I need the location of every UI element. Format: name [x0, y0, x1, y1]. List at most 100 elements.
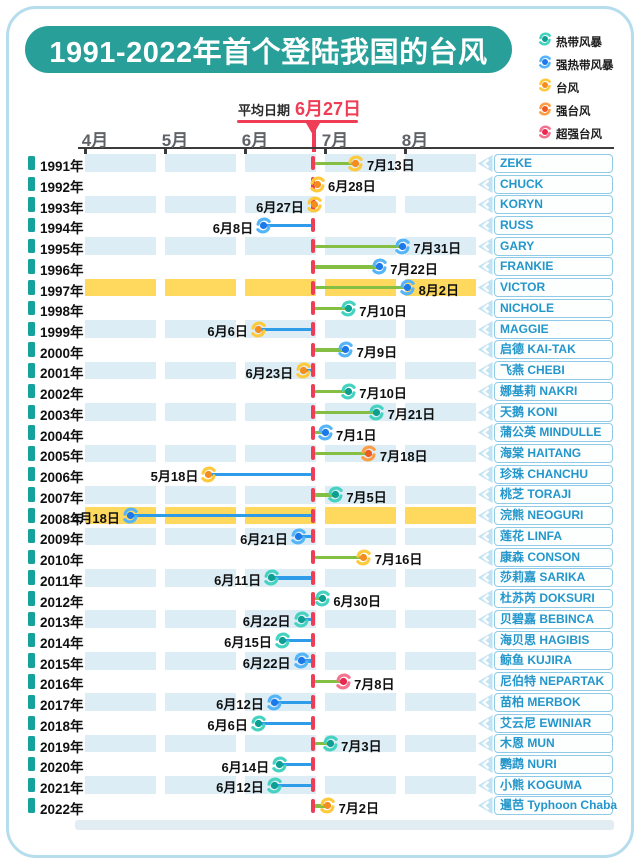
typhoon-name: 浣熊 NEOGURI	[494, 506, 613, 526]
connector-line	[314, 804, 328, 808]
landfall-date-label: 6月14日	[221, 759, 270, 775]
connector-line	[314, 742, 331, 746]
month-stripe	[325, 734, 396, 753]
average-line-tick	[310, 715, 315, 730]
typhoon-name-badge: NICHOLE	[477, 298, 613, 318]
connector-line	[314, 286, 408, 290]
month-stripe	[85, 568, 156, 587]
typhoon-category-icon	[538, 102, 552, 121]
typhoon-name-badge: 莎莉嘉 SARIKA	[477, 568, 613, 588]
year-bullet	[28, 756, 35, 772]
month-stripe	[405, 444, 476, 463]
year-bullet	[28, 321, 35, 337]
year-label: 2019年	[40, 739, 84, 755]
average-line-tick	[310, 425, 315, 440]
month-label: 7月	[321, 131, 349, 150]
year-label: 2003年	[40, 407, 84, 423]
chevron-left-icon	[477, 175, 493, 193]
typhoon-name: 尼伯特 NEPARTAK	[494, 672, 613, 692]
year-row: 2011年 6月11日 莎莉嘉 SARIKA	[0, 567, 640, 589]
connector-line	[298, 534, 315, 539]
average-line-tick	[310, 218, 315, 233]
typhoon-name-badge: 康森 CONSON	[477, 547, 613, 567]
landfall-date-label: 6月23日	[245, 365, 294, 381]
year-label: 2014年	[40, 635, 84, 651]
connector-line	[314, 493, 336, 497]
typhoon-icon	[266, 694, 283, 711]
chevron-left-icon	[477, 424, 493, 442]
landfall-date-label: 7月2日	[338, 801, 380, 817]
average-line-tick	[310, 156, 315, 171]
month-stripe	[325, 361, 396, 380]
month-stripe	[325, 486, 396, 504]
year-label: 2007年	[40, 490, 84, 506]
chevron-left-icon	[477, 196, 493, 214]
year-bullet	[28, 238, 35, 254]
year-label: 2016年	[40, 677, 84, 693]
typhoon-name: 小熊 KOGUMA	[494, 775, 613, 795]
year-label: 2021年	[40, 781, 84, 797]
landfall-date-label: 6月30日	[333, 593, 382, 609]
year-bullet	[28, 736, 35, 751]
year-label: 2009年	[40, 532, 84, 548]
landfall-date-label: 6月22日	[242, 614, 291, 630]
average-line-tick	[310, 404, 315, 419]
connector-line	[314, 265, 380, 269]
typhoon-icon	[122, 507, 139, 524]
typhoon-name-badge: GARY	[477, 236, 613, 256]
year-row: 1994年 6月8日 RUSS	[0, 215, 640, 236]
month-stripe	[85, 195, 156, 214]
chevron-left-icon	[477, 299, 493, 317]
chevron-left-icon	[477, 590, 493, 608]
month-stripe	[165, 195, 236, 214]
connector-line	[279, 762, 315, 767]
year-bullet	[28, 487, 35, 502]
typhoon-name: 蒲公英 MINDULLE	[494, 423, 613, 443]
month-stripe	[325, 651, 396, 670]
average-line-tick	[310, 301, 315, 316]
average-line-tick	[310, 674, 315, 689]
connector-line	[314, 348, 346, 352]
chevron-left-icon	[477, 693, 493, 711]
typhoon-name-badge: 小熊 KOGUMA	[477, 775, 613, 795]
legend-item: 热带风暴	[538, 30, 614, 53]
typhoon-name: VICTOR	[494, 278, 613, 298]
typhoon-name-badge: 海贝思 HAGIBIS	[477, 630, 613, 650]
average-line-tick	[310, 798, 315, 813]
chevron-left-icon	[477, 279, 493, 297]
month-label: 8月	[401, 131, 429, 150]
month-stripe	[325, 320, 396, 338]
typhoon-icon	[360, 445, 377, 462]
connector-line	[314, 680, 344, 684]
typhoon-name: 珍珠 CHANCHU	[494, 464, 613, 484]
average-line-tick	[310, 550, 315, 565]
typhoon-icon	[337, 341, 354, 358]
month-stripe	[405, 568, 476, 587]
year-label: 2005年	[40, 449, 84, 465]
year-bullet	[28, 570, 35, 585]
typhoon-name: FRANKIE	[494, 257, 613, 277]
year-label: 2008年	[40, 511, 84, 527]
month-tick	[83, 149, 87, 154]
landfall-date-label: 7月10日	[359, 386, 407, 402]
year-row: 2022年 7月2日 暹芭 Typhoon Chaba	[0, 795, 640, 817]
typhoon-category-icon	[538, 55, 552, 74]
year-bullet	[28, 632, 35, 648]
month-stripe	[85, 776, 156, 794]
typhoon-icon	[355, 549, 372, 566]
chevron-left-icon	[477, 320, 493, 338]
landfall-date-label: 6月15日	[224, 635, 272, 651]
typhoon-icon	[255, 217, 272, 234]
typhoon-name-badge: 珍珠 CHANCHU	[477, 464, 613, 484]
year-bullet	[28, 176, 35, 192]
typhoon-name-badge: VICTOR	[477, 278, 613, 298]
typhoon-icon	[314, 590, 331, 607]
year-row: 2010年 7月16日 康森 CONSON	[0, 547, 640, 568]
typhoon-icon	[293, 611, 310, 628]
year-label: 2013年	[40, 615, 84, 631]
average-line-tick	[310, 570, 315, 585]
year-row: 1995年 7月31日 GARY	[0, 236, 640, 257]
connector-line	[314, 389, 349, 394]
year-bullet	[28, 674, 35, 689]
